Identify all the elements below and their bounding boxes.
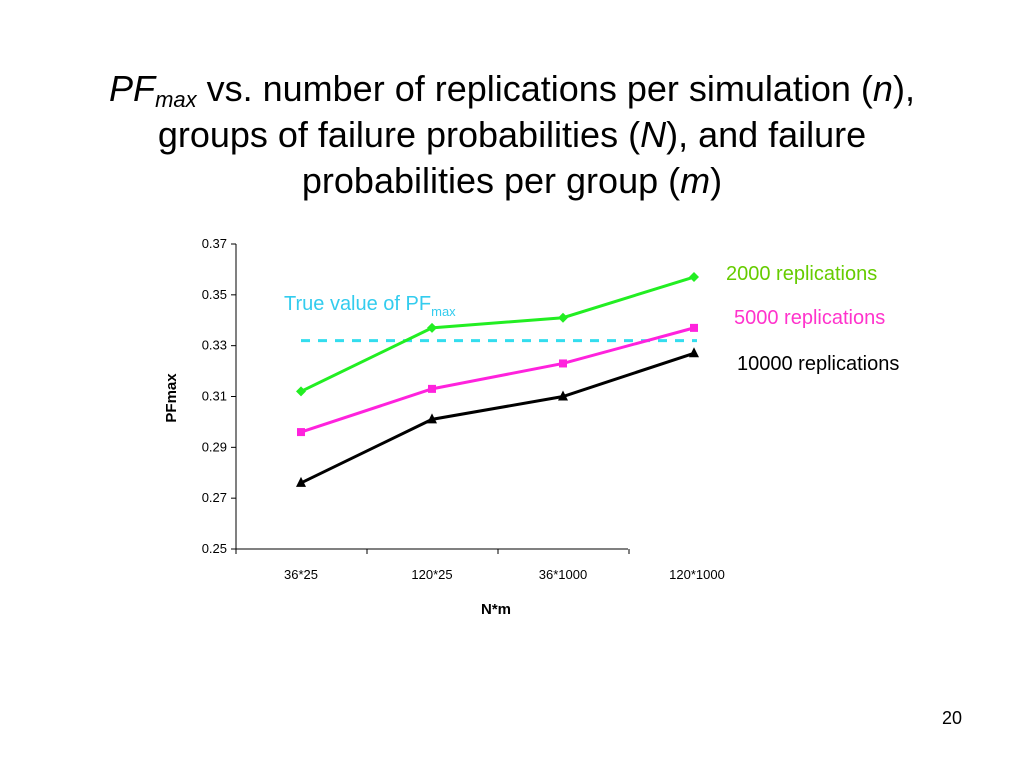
y-tick-label: 0.27 bbox=[202, 490, 227, 505]
point-triangle bbox=[296, 476, 306, 487]
point-square bbox=[297, 428, 305, 437]
series-label-1: 5000 replications bbox=[734, 307, 885, 329]
x-tick-label: 36*1000 bbox=[539, 567, 587, 582]
y-tick-label: 0.35 bbox=[202, 287, 227, 302]
x-axis-title: N*m bbox=[481, 601, 511, 618]
point-square bbox=[559, 359, 567, 368]
x-tick-label: 120*1000 bbox=[669, 567, 725, 582]
point-square bbox=[428, 384, 436, 393]
point-diamond bbox=[427, 322, 437, 333]
title-line3-text: probabilities per group ( bbox=[301, 160, 681, 201]
true-value-label-sub: max bbox=[431, 304, 456, 319]
y-tick-label: 0.31 bbox=[202, 389, 227, 404]
title-line1-text: vs. number of replications per simulatio… bbox=[196, 68, 873, 109]
y-tick-label: 0.37 bbox=[202, 236, 227, 251]
point-diamond bbox=[296, 386, 306, 397]
point-diamond bbox=[689, 272, 699, 283]
title-line1-end: ), bbox=[892, 68, 915, 109]
x-tick-label: 120*25 bbox=[411, 567, 452, 582]
x-tick-label: 36*25 bbox=[284, 567, 318, 582]
title-line2-end: ), and failure bbox=[666, 114, 867, 155]
y-tick-label: 0.25 bbox=[202, 541, 227, 556]
y-axis-title: PFmax bbox=[163, 373, 180, 423]
point-square bbox=[690, 323, 698, 332]
series-line-1 bbox=[300, 326, 695, 434]
slide-number: 20 bbox=[941, 708, 962, 728]
title-pf-sub: max bbox=[155, 87, 197, 112]
point-triangle bbox=[689, 347, 699, 358]
point-triangle bbox=[427, 413, 437, 424]
series-line-0 bbox=[300, 275, 695, 393]
title-var-N: N bbox=[640, 114, 667, 155]
slide-title: PFmax vs. number of replications per sim… bbox=[0, 66, 1024, 204]
title-var-n: n bbox=[872, 68, 893, 109]
title-line2-text: groups of failure probabilities ( bbox=[157, 114, 641, 155]
title-line-2: groups of failure probabilities (N), and… bbox=[0, 112, 1024, 158]
y-tick-label: 0.33 bbox=[202, 338, 227, 353]
title-var-m: m bbox=[680, 160, 711, 201]
true-value-label: True value of PFmax bbox=[284, 293, 456, 319]
point-diamond bbox=[558, 312, 568, 323]
point-triangle bbox=[558, 390, 568, 401]
title-pf: PF bbox=[109, 68, 156, 109]
title-line3-end: ) bbox=[710, 160, 723, 201]
title-line-1: PFmax vs. number of replications per sim… bbox=[0, 66, 1024, 112]
series-label-0: 2000 replications bbox=[726, 263, 877, 285]
series-label-2: 10000 replications bbox=[737, 353, 899, 375]
title-line-3: probabilities per group (m) bbox=[0, 158, 1024, 204]
series-line-2 bbox=[300, 351, 695, 485]
y-tick-label: 0.29 bbox=[202, 439, 227, 454]
